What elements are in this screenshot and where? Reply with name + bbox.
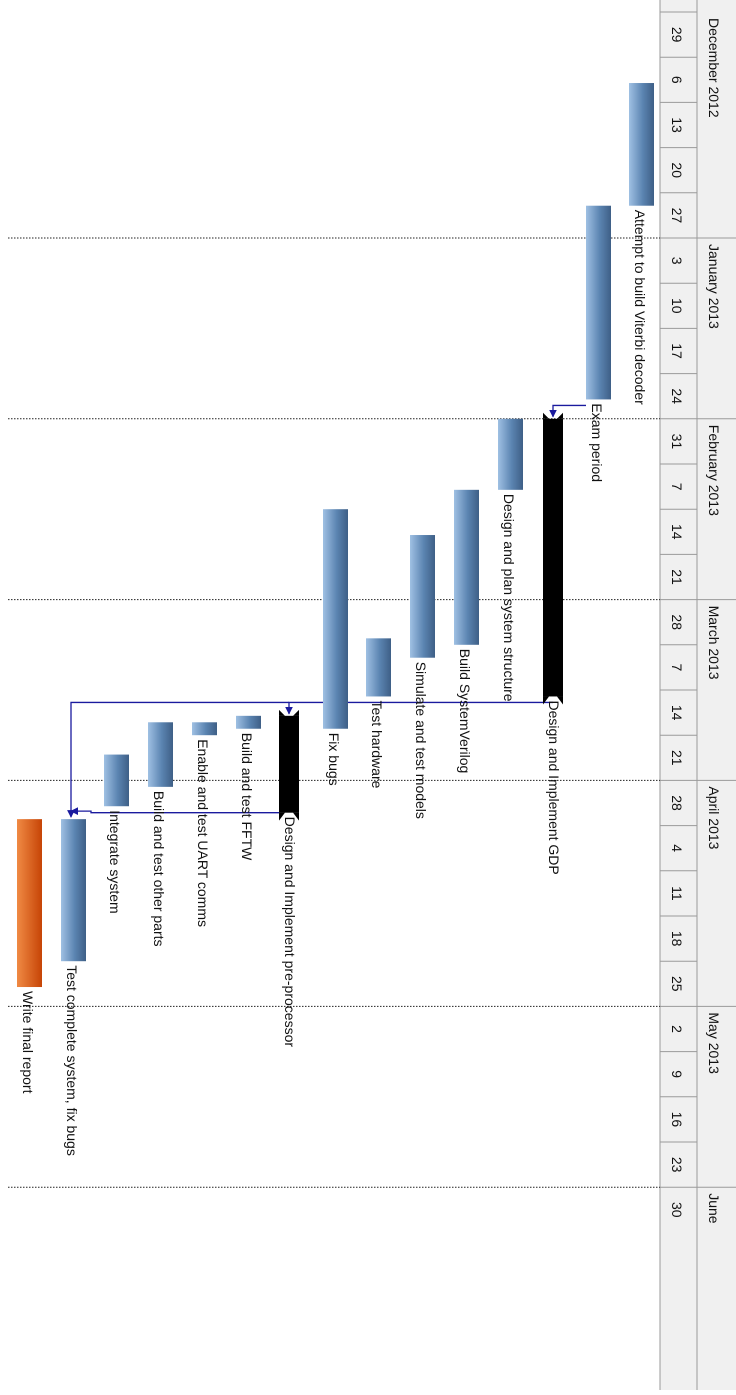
header-background <box>660 0 736 1390</box>
month-label: April 2013 <box>706 786 722 849</box>
task-labels: Attempt to build Viterbi decoder Exam per… <box>20 210 648 1156</box>
week-label: 21 <box>669 569 685 585</box>
summary-bar-start <box>279 709 299 716</box>
month-label: June <box>706 1193 722 1224</box>
dependency-link <box>70 807 279 816</box>
summary-bar-end <box>279 812 299 821</box>
week-label: 30 <box>669 1202 685 1218</box>
task-label: Simulate and test models <box>413 662 429 819</box>
task-label: Test hardware <box>369 700 385 788</box>
task-label: Fix bugs <box>326 733 342 786</box>
task-bar <box>586 205 611 400</box>
summary-bar-end <box>543 696 563 705</box>
week-label: 23 <box>669 1157 685 1173</box>
dependency-link <box>549 404 586 418</box>
task-bar <box>323 509 348 729</box>
dependency-link <box>67 701 289 818</box>
task-bar <box>17 819 42 988</box>
task-label: Test complete system, fix bugs <box>64 965 80 1156</box>
week-label: 2 <box>669 1025 685 1033</box>
task-bar <box>148 722 173 787</box>
week-label: 9 <box>669 1070 685 1078</box>
dependency-links <box>67 404 586 818</box>
week-label: 6 <box>669 76 685 84</box>
week-label: 14 <box>669 705 685 721</box>
task-bar <box>629 83 654 206</box>
week-label: 21 <box>669 750 685 766</box>
task-bar <box>236 715 261 729</box>
summary-bar <box>279 715 299 813</box>
task-bar <box>366 638 391 697</box>
month-label: February 2013 <box>706 425 722 516</box>
task-bars <box>17 83 654 988</box>
task-bar <box>498 418 523 490</box>
task-label: Write final report <box>20 991 36 1094</box>
week-label: 29 <box>669 27 685 43</box>
task-label: Integrate system <box>107 810 123 914</box>
task-bar <box>410 535 435 658</box>
month-label: January 2013 <box>706 244 722 329</box>
task-label: Design and Implement pre-processor <box>282 817 298 1048</box>
task-label: Design and plan system structure <box>501 494 517 702</box>
week-label: 4 <box>669 844 685 852</box>
task-label: Build SystemVerilog <box>457 649 473 774</box>
task-label: Enable and test UART comms <box>195 739 211 927</box>
week-label: 10 <box>669 298 685 314</box>
task-bar <box>104 754 129 807</box>
task-label: Attempt to build Viterbi decoder <box>632 210 648 405</box>
month-label: May 2013 <box>706 1012 722 1074</box>
week-label: 3 <box>669 257 685 265</box>
week-label: 14 <box>669 524 685 540</box>
task-bar <box>454 489 479 645</box>
month-label: December 2012 <box>706 18 722 118</box>
week-label: 24 <box>669 388 685 404</box>
week-label: 16 <box>669 1112 685 1128</box>
week-label: 18 <box>669 931 685 947</box>
task-bar <box>61 819 86 962</box>
task-label: Build and test FFTW <box>239 733 255 861</box>
week-label: 27 <box>669 208 685 224</box>
week-label: 7 <box>669 483 685 491</box>
task-label: Design and Implement GDP <box>546 700 562 874</box>
task-label: Build and test other parts <box>151 791 167 947</box>
week-label: 13 <box>669 117 685 133</box>
month-label: March 2013 <box>706 606 722 680</box>
week-label: 11 <box>669 886 685 901</box>
summary-bar-start <box>543 412 563 419</box>
week-label: 7 <box>669 664 685 672</box>
week-label: 28 <box>669 795 685 811</box>
week-label: 20 <box>669 162 685 178</box>
task-bar <box>192 722 217 736</box>
task-label: Exam period <box>589 403 605 482</box>
week-label: 25 <box>669 976 685 992</box>
week-label: 31 <box>669 434 685 450</box>
week-label: 17 <box>669 343 685 359</box>
week-label: 28 <box>669 614 685 630</box>
summary-bar <box>543 418 563 697</box>
